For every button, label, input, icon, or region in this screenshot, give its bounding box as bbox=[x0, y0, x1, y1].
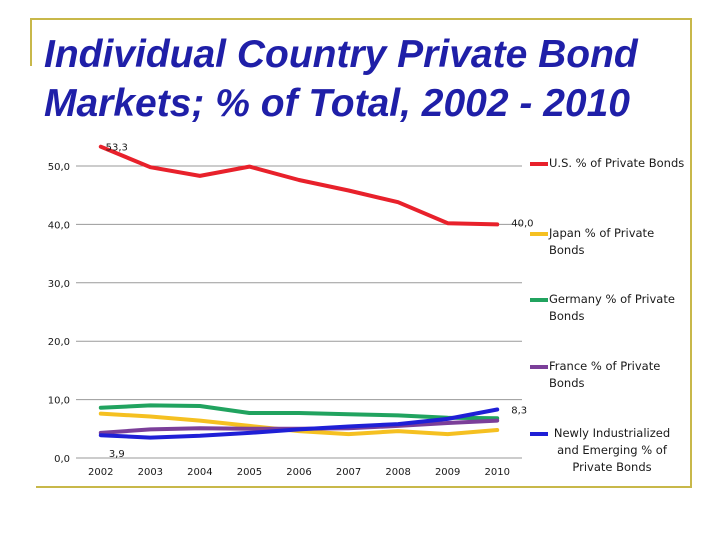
frame-left-rule bbox=[30, 18, 32, 66]
frame-bottom-rule bbox=[36, 486, 692, 488]
y-tick-label: 10,0 bbox=[48, 396, 70, 407]
x-tick-label: 2003 bbox=[138, 467, 163, 478]
series-line bbox=[98, 407, 500, 440]
legend-label: Japan % of Private Bonds bbox=[549, 226, 655, 257]
y-tick-label: 30,0 bbox=[48, 279, 70, 290]
y-tick-label: 0,0 bbox=[54, 454, 70, 465]
y-axis-tick-labels: 0,0 10,0 20,0 30,0 40,0 50,0 bbox=[48, 162, 70, 465]
x-tick-label: 2008 bbox=[385, 467, 410, 478]
data-labels: 53,3 40,0 3,9 8,3 bbox=[106, 143, 534, 460]
slide-title: Individual Country Private Bond Markets;… bbox=[44, 33, 638, 125]
data-label: 53,3 bbox=[106, 143, 128, 154]
data-label: 8,3 bbox=[511, 406, 527, 417]
frame-top-rule bbox=[30, 18, 692, 20]
legend-label: U.S. % of Private Bonds bbox=[549, 156, 685, 170]
y-tick-label: 20,0 bbox=[48, 337, 70, 348]
series-lines bbox=[98, 144, 500, 440]
legend-swatch bbox=[530, 365, 548, 369]
x-tick-label: 2009 bbox=[435, 467, 460, 478]
legend-label: France % of Private Bonds bbox=[549, 359, 661, 390]
x-tick-label: 2002 bbox=[88, 467, 113, 478]
data-label: 40,0 bbox=[511, 218, 533, 229]
y-tick-label: 40,0 bbox=[48, 220, 70, 231]
legend-swatch bbox=[530, 162, 548, 166]
legend-label: Newly Industrialized and Emerging % of P… bbox=[553, 426, 671, 474]
x-tick-label: 2007 bbox=[336, 467, 361, 478]
legend-swatch bbox=[530, 232, 548, 236]
series-line bbox=[98, 144, 500, 227]
series-line bbox=[98, 403, 500, 421]
y-tick-label: 50,0 bbox=[48, 162, 70, 173]
x-tick-label: 2006 bbox=[286, 467, 311, 478]
x-tick-label: 2004 bbox=[187, 467, 212, 478]
data-label: 3,9 bbox=[109, 449, 125, 460]
legend-label: Germany % of Private Bonds bbox=[549, 292, 675, 323]
legend-swatch bbox=[530, 298, 548, 302]
x-tick-label: 2010 bbox=[484, 467, 509, 478]
legend-swatch bbox=[530, 432, 548, 436]
frame-right-rule bbox=[690, 18, 692, 488]
x-axis-tick-labels: 2002 2003 2004 2005 2006 2007 2008 2009 2010 bbox=[88, 467, 510, 478]
x-tick-label: 2005 bbox=[237, 467, 262, 478]
